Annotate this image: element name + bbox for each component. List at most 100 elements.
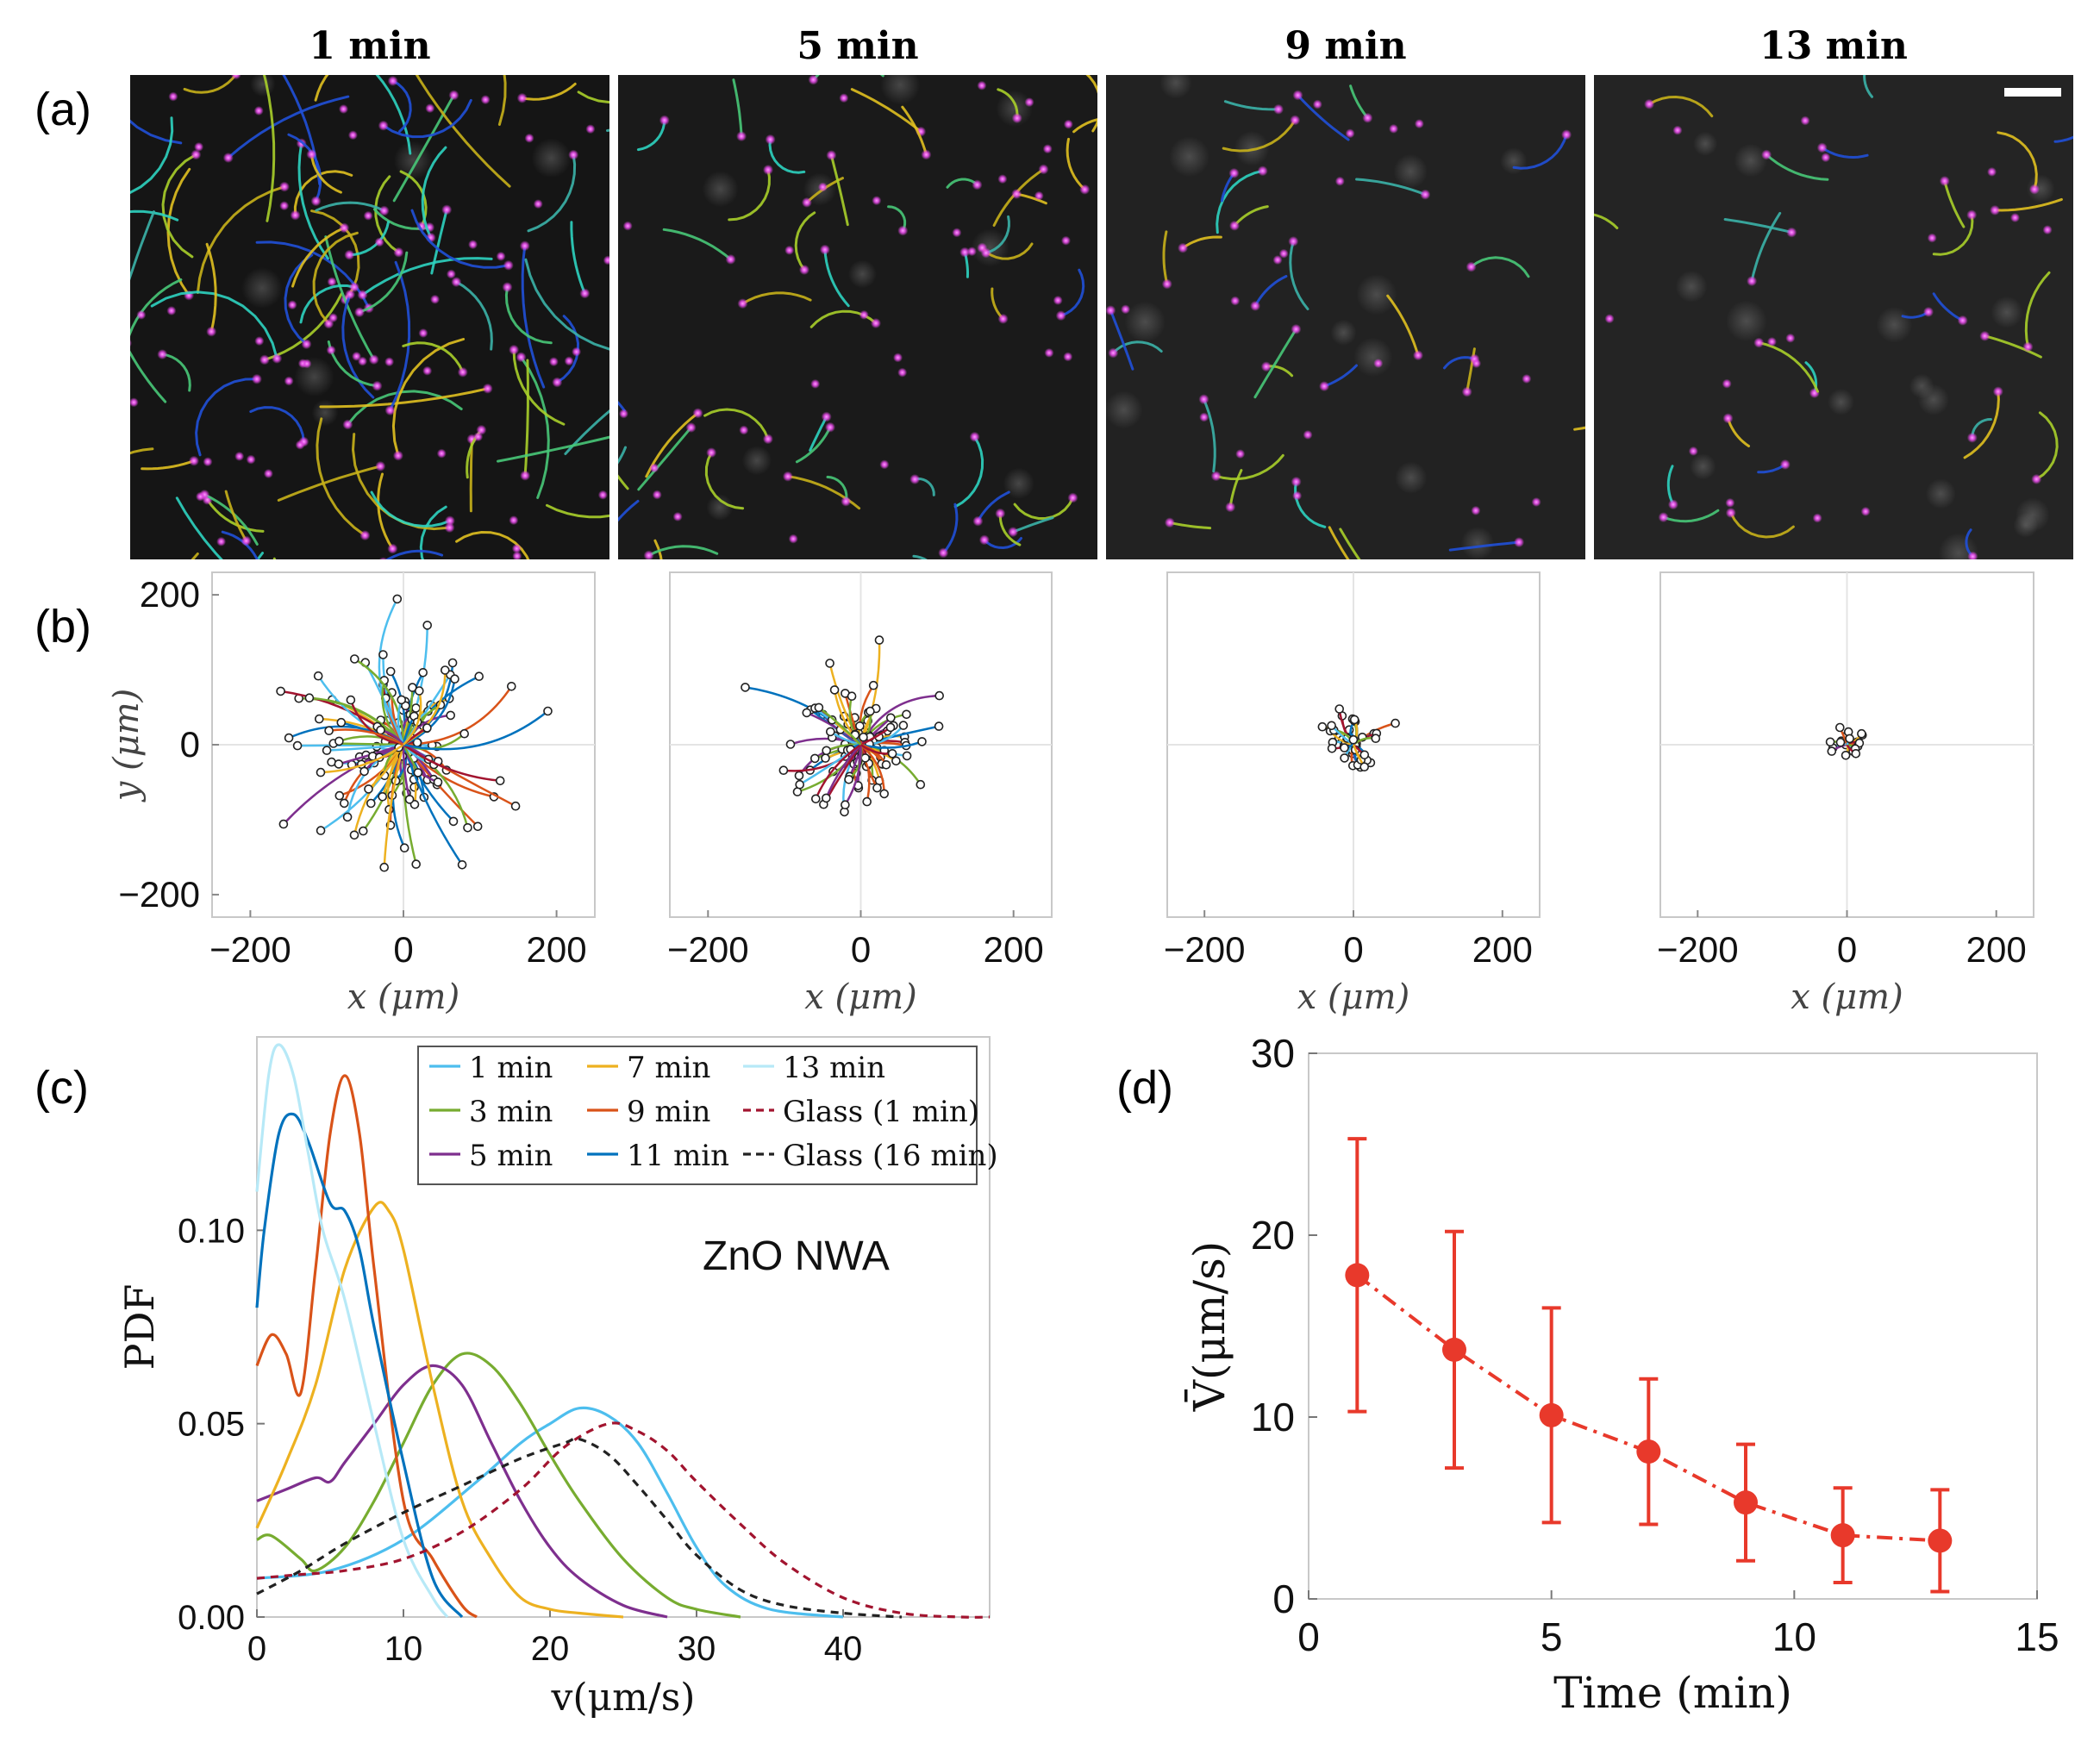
trajectory-endpoint — [881, 759, 891, 770]
bacterium-track — [1162, 230, 1169, 285]
bacterium-dot — [1514, 537, 1525, 548]
trajectory-endpoint — [448, 816, 459, 827]
trajectory-line — [383, 744, 405, 868]
trajectory-endpoint — [825, 727, 835, 737]
trajectory-endpoint — [313, 671, 323, 681]
pdf-series-line — [255, 1043, 449, 1619]
bacterium-dot — [502, 282, 513, 293]
legend-label: 9 min — [627, 1095, 710, 1129]
data-point — [1830, 1523, 1855, 1548]
bacterium-track — [728, 168, 771, 222]
bacterium-dot — [387, 75, 398, 86]
bacterium-track — [1932, 292, 1965, 322]
bacterium-dot — [1967, 551, 1978, 559]
legend-label: 5 min — [469, 1139, 553, 1173]
bacterium-dot — [1198, 394, 1209, 405]
bacterium-track — [1216, 169, 1265, 234]
bacterium-dot — [859, 309, 869, 320]
bacterium-dot — [1008, 527, 1019, 538]
trajectory-endpoint — [874, 635, 884, 645]
bacterium-track — [309, 153, 342, 194]
bacterium-dot — [1725, 497, 1735, 508]
bacterium-track — [130, 119, 183, 145]
bacterium-dot — [1812, 513, 1822, 523]
legend-label: 3 min — [469, 1095, 553, 1129]
bacterium-dot — [384, 405, 396, 416]
bacterium-track — [794, 211, 816, 272]
bacterium-track — [341, 293, 375, 399]
bacterium-dot — [1389, 123, 1399, 134]
bacterium-dot — [934, 573, 944, 584]
bacterium-track — [618, 446, 627, 465]
x-tick-label: 40 — [824, 1630, 863, 1668]
bacterium-dot — [1461, 386, 1472, 397]
background-haze — [1690, 453, 1716, 480]
trajectory-endpoint — [457, 859, 467, 870]
micrograph-title: 9 min — [1284, 24, 1406, 68]
bacterium-track — [850, 88, 922, 134]
bacterium-track — [205, 242, 217, 334]
bacterium-track — [2024, 271, 2051, 348]
bacterium-dot — [1199, 412, 1209, 422]
bacterium-dot — [440, 583, 450, 593]
bacterium-dot — [295, 440, 305, 450]
x-tick-label: 0 — [1343, 929, 1363, 970]
trajectory-endpoint — [409, 782, 419, 792]
bacterium-track — [287, 133, 322, 203]
trajectory-endpoint — [1349, 715, 1359, 725]
bacterium-dot — [378, 120, 389, 131]
y-tick-label: 0 — [1272, 1577, 1295, 1621]
bacterium-dot — [739, 425, 749, 435]
bacterium-dot — [597, 490, 608, 500]
bacterium-track — [1111, 340, 1163, 354]
trajectory-line — [320, 743, 404, 774]
bacterium-dot — [568, 149, 579, 160]
bacterium-track — [377, 472, 394, 551]
bacterium-dot — [387, 543, 398, 554]
bacterium-dot — [638, 611, 648, 621]
bacterium-dot — [216, 536, 227, 546]
trajectory-endpoint — [304, 693, 315, 703]
bacterium-track — [358, 251, 409, 314]
bacterium-dot — [1055, 310, 1066, 322]
bacterium-dot — [372, 380, 383, 391]
bacterium-dot — [130, 339, 132, 347]
bacterium-track — [1750, 211, 1782, 283]
bacterium-dot — [784, 245, 795, 255]
y-tick-label: 0.00 — [178, 1599, 245, 1637]
bacterium-track — [1072, 118, 1097, 134]
bacterium-dot — [897, 367, 908, 378]
trajectory-endpoint — [1825, 737, 1835, 747]
bacterium-dot — [378, 557, 388, 559]
x-axis-label: x (μm) — [347, 977, 459, 1017]
bacterium-dot — [1272, 255, 1283, 265]
trajectory-line — [328, 728, 404, 746]
bacterium-dot — [799, 265, 809, 275]
trajectory-endpoint — [339, 798, 349, 809]
bacterium-dot — [1106, 305, 1116, 316]
bacterium-dot — [921, 149, 932, 160]
trajectory-endpoint — [433, 777, 443, 787]
trajectory-endpoint — [809, 753, 820, 764]
micrograph-4: 13 min — [1594, 24, 2073, 559]
bacterium-dot — [1108, 347, 1119, 359]
trajectory-endpoint — [886, 713, 896, 723]
trajectory-endpoint — [336, 717, 347, 727]
trajectory-endpoint — [422, 621, 433, 630]
bacterium-track — [521, 244, 546, 389]
bacterium-dot — [1860, 506, 1871, 516]
trajectory-endpoint — [1835, 722, 1845, 733]
bacterium-dot — [579, 288, 591, 299]
bacterium-track — [130, 350, 167, 403]
bacterium-track — [1253, 275, 1288, 308]
bacterium-dot — [509, 344, 520, 355]
bacterium-track — [647, 545, 719, 557]
bacterium-dot — [354, 307, 365, 318]
background-haze — [1169, 136, 1210, 178]
bacterium-dot — [1210, 471, 1222, 482]
trajectory-endpoint — [543, 706, 553, 716]
data-point — [1734, 1490, 1758, 1515]
bacterium-track — [421, 146, 447, 240]
data-point — [1539, 1402, 1564, 1427]
